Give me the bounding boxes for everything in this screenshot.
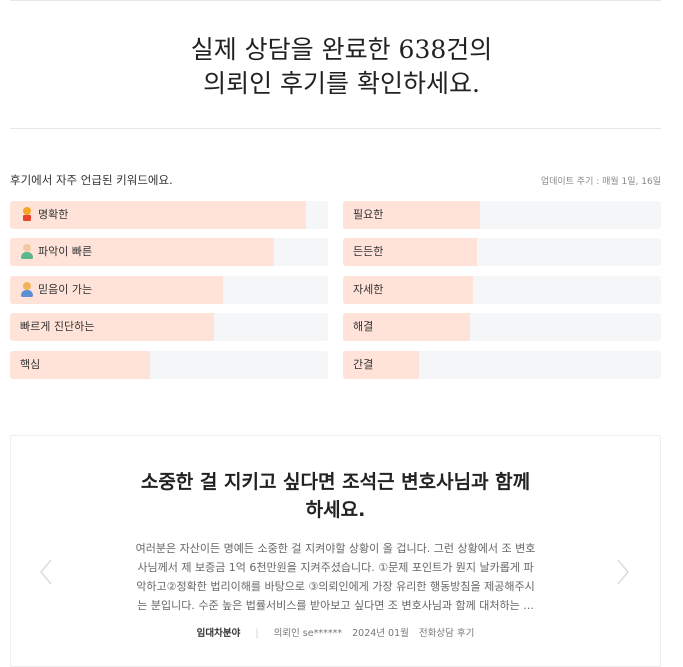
- meta-separator: |: [255, 628, 259, 639]
- keyword-bar-fill: [10, 238, 274, 266]
- keyword-bar-7: 든든한: [343, 238, 661, 266]
- keyword-bar-1: 명확한: [10, 201, 328, 229]
- keywords-title: 후기에서 자주 언급된 키워드에요.: [10, 173, 173, 187]
- award-medal-icon: [20, 207, 34, 223]
- person-blue-icon: [20, 282, 34, 298]
- review-client: 의뢰인 se******: [273, 628, 343, 639]
- keyword-label: 빠르게 진단하는: [20, 320, 95, 333]
- keyword-bar-fill: [343, 276, 474, 304]
- section-divider: [10, 128, 661, 129]
- review-area: 임대차분야: [196, 628, 241, 639]
- keyword-bar-fill: [10, 201, 306, 229]
- update-note: 업데이트 주기 : 매월 1일, 16일: [540, 177, 661, 187]
- top-divider: [10, 0, 661, 1]
- keyword-label: 파악이 빠른: [38, 245, 93, 258]
- keyword-label: 필요한: [353, 208, 384, 221]
- keyword-bar-fill: [10, 276, 224, 304]
- keyword-bar-3: 믿음이 가는: [10, 276, 328, 304]
- keyword-bar-6: 필요한: [343, 201, 661, 229]
- review-title-line-2: 하세요.: [305, 499, 366, 521]
- keyword-bar-fill: [10, 351, 150, 379]
- page-headline: 실제 상담을 완료한 638건의 의뢰인 후기를 확인하세요.: [0, 33, 683, 101]
- review-date: 2024년 01월: [352, 628, 409, 639]
- keyword-bar-4: 빠르게 진단하는: [10, 313, 328, 341]
- keyword-bar-fill: [10, 313, 214, 341]
- review-body-line-3: 악하고②정확한 법리이해를 바탕으로 ③의뢰인에게 가장 유리한 행동방침을 제…: [136, 580, 535, 593]
- keyword-label: 해결: [353, 320, 374, 333]
- review-card[interactable]: 소중한 걸 지키고 싶다면 조석근 변호사님과 함께 하세요. 여러분은 자산이…: [10, 435, 661, 667]
- keyword-label: 자세한: [353, 283, 384, 296]
- keyword-label: 명확한: [38, 208, 69, 221]
- keyword-label: 믿음이 가는: [38, 283, 93, 296]
- keyword-bar-fill: [343, 313, 471, 341]
- chevron-right-icon: [617, 559, 630, 585]
- person-green-icon: [20, 244, 34, 260]
- keyword-bar-5: 핵심: [10, 351, 328, 379]
- review-type: 전화상담 후기: [418, 628, 475, 639]
- review-body-line-1: 여러분은 자산이든 명예든 소중한 걸 지켜야할 상황이 올 겁니다. 그런 상…: [135, 542, 536, 555]
- keyword-label: 든든한: [353, 245, 384, 258]
- keyword-bar-fill: [343, 238, 477, 266]
- keyword-label: 간결: [353, 358, 374, 371]
- keyword-bar-2: 파악이 빠른: [10, 238, 328, 266]
- keyword-label: 핵심: [20, 358, 41, 371]
- review-body: 여러분은 자산이든 명예든 소중한 걸 지켜야할 상황이 올 겁니다. 그런 상…: [123, 539, 548, 615]
- keyword-bar-10: 간결: [343, 351, 661, 379]
- prev-arrow-button[interactable]: [39, 558, 53, 586]
- review-body-line-4: 는 분입니다. 수준 높은 법률서비스를 받아보고 싶다면 조 변호사님과 함께…: [137, 599, 534, 612]
- headline-line-2: 의뢰인 후기를 확인하세요.: [203, 69, 480, 98]
- keyword-bar-fill: [343, 201, 480, 229]
- keyword-bar-9: 해결: [343, 313, 661, 341]
- next-arrow-button[interactable]: [616, 558, 630, 586]
- review-meta: 임대차분야 | 의뢰인 se****** 2024년 01월 전화상담 후기: [11, 625, 660, 639]
- review-title-line-1: 소중한 걸 지키고 싶다면 조석근 변호사님과 함께: [140, 471, 531, 493]
- keyword-bar-8: 자세한: [343, 276, 661, 304]
- keyword-bar-fill: [343, 351, 420, 379]
- chevron-left-icon: [39, 559, 52, 585]
- review-title: 소중한 걸 지키고 싶다면 조석근 변호사님과 함께 하세요.: [11, 468, 660, 524]
- keywords-header: 후기에서 자주 언급된 키워드에요. 업데이트 주기 : 매월 1일, 16일: [10, 172, 661, 188]
- headline-line-1: 실제 상담을 완료한 638건의: [190, 35, 493, 64]
- review-body-line-2: 사님께서 제 보증금 1억 6천만원을 지켜주셨습니다. ①문제 포인트가 뭔지…: [137, 561, 534, 574]
